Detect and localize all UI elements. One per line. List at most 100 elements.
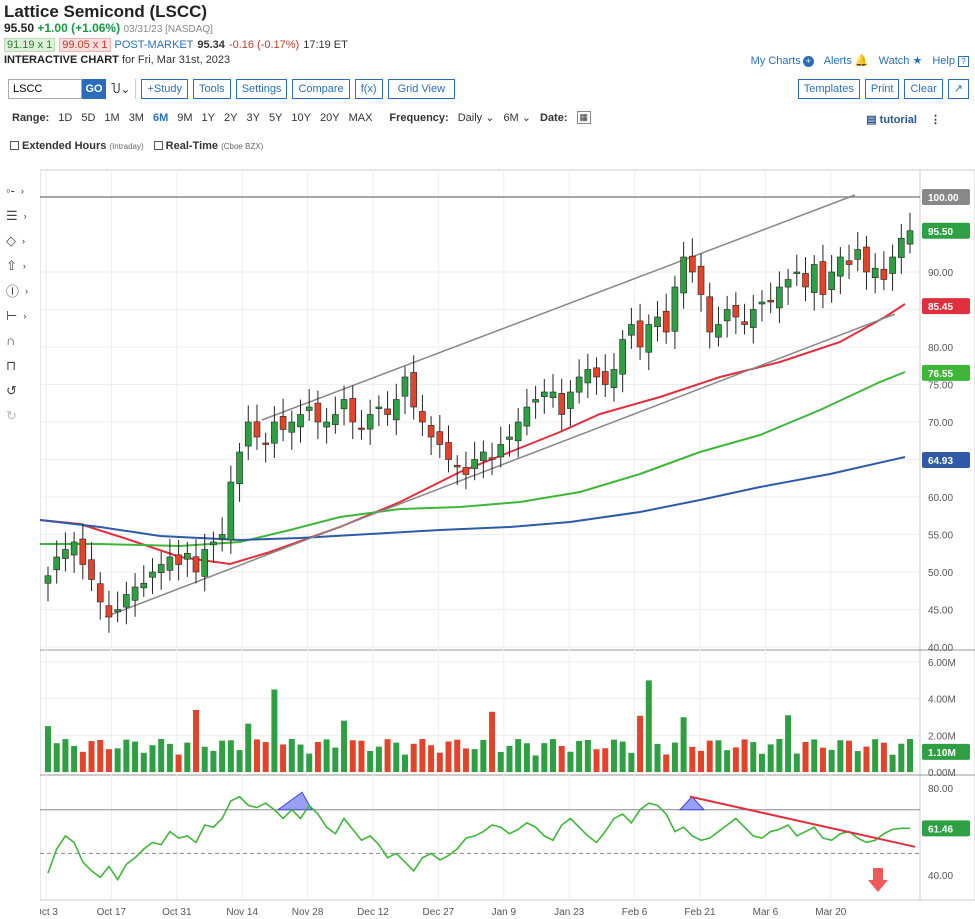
volume-bar	[62, 739, 69, 772]
draw-tool-icon[interactable]: Ⴎ⌄	[111, 82, 131, 96]
volume-bar	[567, 751, 574, 772]
alerts-link[interactable]: Alerts 🔔	[824, 54, 869, 67]
symbol-input[interactable]	[8, 79, 82, 99]
candle-body	[105, 605, 113, 618]
candle-body	[279, 416, 287, 430]
range-3m[interactable]: 3M	[128, 111, 144, 124]
candle-body	[558, 393, 566, 415]
settings-button[interactable]: Settings	[235, 79, 288, 99]
film-icon: ▤	[866, 114, 877, 126]
undo-tool[interactable]: ↺	[6, 378, 40, 403]
compare-button[interactable]: Compare	[292, 79, 350, 99]
alerts-label: Alerts	[823, 55, 852, 67]
fib-tool[interactable]: ☰ ›	[6, 203, 40, 228]
realtime-toggle[interactable]: Real-Time (Cboe BZX)	[153, 140, 263, 152]
volume-bar	[436, 752, 443, 772]
range-1d[interactable]: 1D	[58, 111, 73, 124]
magnet-tool[interactable]: ∩	[6, 328, 40, 353]
shape-icon: ◇	[6, 232, 16, 248]
volume-bar	[750, 742, 757, 772]
candle-body	[889, 256, 896, 274]
frequency-select[interactable]: Daily ⌄	[458, 111, 495, 124]
arrow-tool[interactable]: ⇧ ›	[6, 253, 40, 278]
divider	[135, 79, 137, 99]
extended-hours-toggle[interactable]: Extended Hours (Intraday)	[10, 140, 144, 152]
volume-bar	[428, 745, 435, 772]
range-1m[interactable]: 1M	[104, 111, 120, 124]
go-button[interactable]: GO	[82, 79, 106, 99]
postmarket-price: 95.34	[197, 39, 225, 51]
text-tool[interactable]: Ⓘ ›	[6, 278, 40, 303]
rsi-overbought-area	[678, 795, 706, 811]
range-3y[interactable]: 3Y	[246, 111, 260, 124]
range-max[interactable]: MAX	[348, 111, 373, 124]
range-1y[interactable]: 1Y	[201, 111, 215, 124]
line-tool[interactable]: ◦- ›	[6, 178, 40, 203]
measure-tool[interactable]: ⊢ ›	[6, 303, 40, 328]
range-9m[interactable]: 9M	[177, 111, 193, 124]
lock-tool[interactable]: ⊓	[6, 353, 40, 378]
period-select[interactable]: 6M ⌄	[503, 111, 531, 124]
candle-body	[636, 320, 644, 348]
postmarket-time: 17:19 ET	[303, 39, 348, 51]
candle-body	[480, 451, 487, 461]
volume-bar	[288, 739, 295, 772]
volume-bar	[828, 749, 835, 772]
x-tick-label: Jan 9	[492, 907, 517, 918]
clear-button[interactable]: Clear	[904, 79, 943, 99]
rsi-last-label: 61.46	[928, 824, 953, 835]
volume-bar	[715, 740, 722, 772]
volume-bar	[732, 747, 739, 772]
volume-bar	[71, 745, 78, 772]
redo-tool[interactable]: ↻	[6, 403, 40, 428]
range-5y[interactable]: 5Y	[268, 111, 283, 124]
range-20y[interactable]: 20Y	[319, 111, 340, 124]
calendar-icon[interactable]: ▦	[576, 111, 592, 124]
candle-body	[802, 273, 809, 288]
volume-bar	[671, 742, 678, 772]
chevron-right-icon: ›	[23, 210, 27, 221]
print-button[interactable]: Print	[864, 79, 900, 99]
stock-chart[interactable]: Oct 3 Oct 17 Oct 31 Nov 14 Nov 28 Dec 12 Dec 2…	[40, 152, 975, 919]
templates-button[interactable]: Templates	[797, 79, 860, 99]
candle-body	[863, 246, 870, 273]
volume-bar	[219, 740, 226, 772]
tools-button[interactable]: Tools	[193, 79, 231, 99]
fx-button[interactable]: f(x)	[354, 79, 383, 99]
range-2y[interactable]: 2Y	[224, 111, 238, 124]
candle-body	[741, 321, 748, 325]
range-6m[interactable]: 6M	[152, 111, 169, 124]
fibonacci-icon: ☰	[6, 207, 18, 223]
rsi-last-tag	[922, 820, 970, 837]
candle-body	[140, 582, 148, 589]
volume-bar	[158, 739, 165, 772]
grid-view-button[interactable]: Grid View	[387, 79, 456, 99]
candle-body	[358, 427, 365, 430]
candle-body	[793, 271, 801, 274]
candle-body	[819, 261, 827, 295]
help-label: Help	[932, 54, 955, 67]
study-button[interactable]: +Study	[141, 79, 188, 99]
candle-body	[244, 421, 252, 447]
ma20-line	[40, 303, 906, 566]
date-label: Date:	[540, 111, 568, 124]
ma20-tag	[922, 298, 970, 315]
candle-body	[654, 316, 661, 328]
more-icon[interactable]: ⋮	[930, 114, 941, 126]
y-tick-label: 70.00	[928, 418, 953, 429]
help-link[interactable]: Help ?	[932, 55, 969, 67]
my-charts-link[interactable]: My Charts +	[751, 55, 814, 67]
range-10y[interactable]: 10Y	[291, 111, 311, 124]
volume-bar	[410, 743, 417, 772]
tutorial-link[interactable]: ▤ tutorial ⋮	[866, 113, 941, 126]
shape-tool[interactable]: ◇ ›	[6, 228, 40, 253]
candle-body	[288, 421, 296, 433]
range-5d[interactable]: 5D	[81, 111, 96, 124]
volume-bar	[349, 740, 356, 772]
watch-link[interactable]: Watch ★	[879, 54, 923, 67]
volume-bar	[698, 750, 705, 772]
volume-bar	[45, 726, 51, 772]
expand-icon[interactable]: ↗	[947, 79, 969, 99]
volume-bar	[105, 749, 112, 772]
x-tick-label: Dec 12	[357, 907, 389, 918]
